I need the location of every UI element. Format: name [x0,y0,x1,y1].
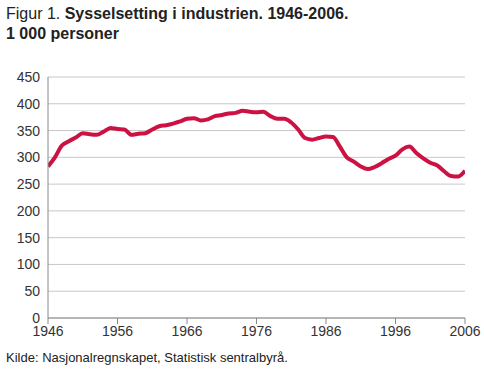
svg-text:1996: 1996 [380,323,411,339]
svg-text:350: 350 [17,123,41,139]
svg-text:2006: 2006 [449,323,476,339]
svg-text:450: 450 [17,69,41,85]
html-text:Kilde: Nasjonalregnskapet, Sta: Kilde: Nasjonalregnskapet, Statistisk se… [6,350,288,365]
svg-text:1986: 1986 [310,323,341,339]
svg-text:200: 200 [17,203,41,219]
svg-text:1966: 1966 [171,323,202,339]
svg-text:1956: 1956 [102,323,133,339]
svg-text:150: 150 [17,230,41,246]
svg-text:0: 0 [32,310,40,326]
svg-text:300: 300 [17,149,41,165]
svg-text:50: 50 [24,283,40,299]
html-text:1 000 personer: 1 000 personer [6,25,119,42]
svg-text:400: 400 [17,96,41,112]
svg-text:1946: 1946 [32,322,64,339]
html-text:Figur 1. Sysselsetting i indus: Figur 1. Sysselsetting i industrien. 194… [6,5,349,22]
svg-text:100: 100 [17,256,41,272]
svg-text:1976: 1976 [241,323,272,339]
svg-text:250: 250 [17,176,41,192]
